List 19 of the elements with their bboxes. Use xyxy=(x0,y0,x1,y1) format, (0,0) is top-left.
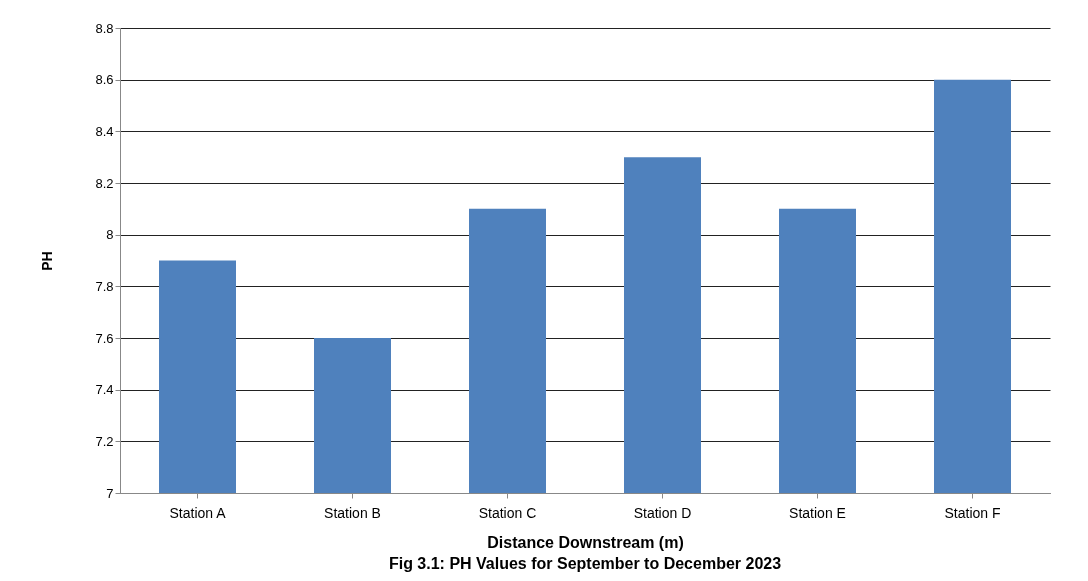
y-tick-label: 7 xyxy=(106,485,114,501)
y-tick-label: 8.2 xyxy=(95,175,114,191)
x-tick-label: Station C xyxy=(478,504,537,521)
x-tick-label: Station A xyxy=(169,504,227,521)
y-tick-label: 8.6 xyxy=(95,72,114,88)
caption: Fig 3.1: PH Values for September to December 2023 xyxy=(388,555,782,572)
y-tick-label: 7.4 xyxy=(95,382,114,398)
y-tick-label: 7.2 xyxy=(95,433,114,449)
y-tick-label: 7.8 xyxy=(95,278,114,294)
y-tick-label: 8 xyxy=(106,227,114,243)
x-axis-title: Distance Downstream (m) xyxy=(487,533,684,551)
y-tick-label: 8.4 xyxy=(95,123,114,139)
x-tick-label: Station E xyxy=(789,504,846,521)
y-axis-title: PH xyxy=(39,251,56,271)
y-tick-label: 8.8 xyxy=(95,20,114,36)
x-tick-label: Station F xyxy=(944,504,1001,521)
y-tick-label: 7.6 xyxy=(95,330,114,346)
x-tick-label: Station B xyxy=(324,504,381,521)
x-tick-label: Station D xyxy=(633,504,692,521)
